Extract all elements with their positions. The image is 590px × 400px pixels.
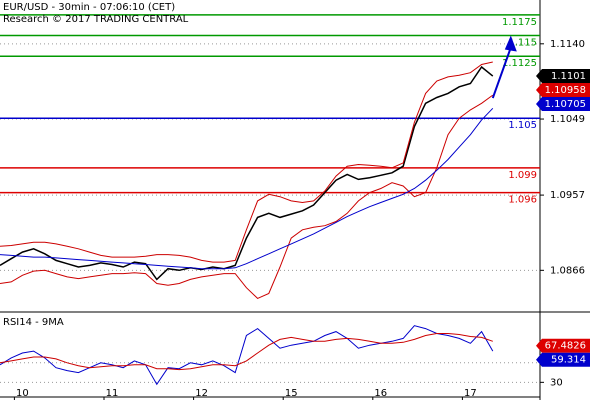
x-tick-label: 17 — [464, 388, 477, 399]
series-line — [0, 107, 494, 270]
price-label-box — [536, 338, 590, 353]
x-tick-label: 11 — [106, 388, 119, 399]
price-label-box — [536, 352, 590, 367]
level-label: 1.105 — [508, 120, 537, 131]
series-line — [0, 61, 493, 263]
price-label-box — [536, 97, 590, 112]
x-tick-label: 10 — [16, 388, 29, 399]
x-tick-label: 16 — [374, 388, 387, 399]
series-line — [0, 94, 494, 299]
level-label: 1.1125 — [502, 58, 537, 69]
projection-arrowhead — [504, 35, 517, 52]
level-label: 1.099 — [508, 170, 537, 181]
series-line — [0, 333, 493, 371]
price-label: 1.1101 — [551, 71, 586, 82]
price-label: 67.4826 — [545, 341, 586, 352]
y-tick-label: 1.0866 — [550, 265, 585, 276]
level-label: 1.096 — [508, 195, 537, 206]
y-tick-label: 1.1049 — [550, 114, 585, 125]
panel-title: RSI14 - 9MA — [3, 317, 64, 328]
projection-arrow — [491, 47, 512, 99]
y-tick-label: 1.0957 — [550, 190, 585, 201]
y-tick-label: 1.1140 — [550, 39, 585, 50]
level-label: 1.115 — [508, 38, 537, 49]
series-line — [0, 65, 494, 281]
y-tick-label: 30 — [550, 377, 563, 388]
series-line — [0, 325, 494, 386]
price-label-box — [536, 83, 590, 98]
price-label-box — [536, 69, 590, 84]
chart-title: EUR/USD - 30min - 07:06:10 (CET) — [3, 2, 175, 13]
price-label: 59.314 — [551, 355, 586, 366]
level-label: 1.1175 — [502, 17, 537, 28]
x-tick-label: 12 — [195, 388, 208, 399]
chart-subtitle: Research © 2017 TRADING CENTRAL — [3, 14, 189, 25]
price-label: 1.10705 — [545, 99, 586, 110]
x-tick-label: 15 — [285, 388, 298, 399]
price-label: 1.10958 — [545, 85, 586, 96]
